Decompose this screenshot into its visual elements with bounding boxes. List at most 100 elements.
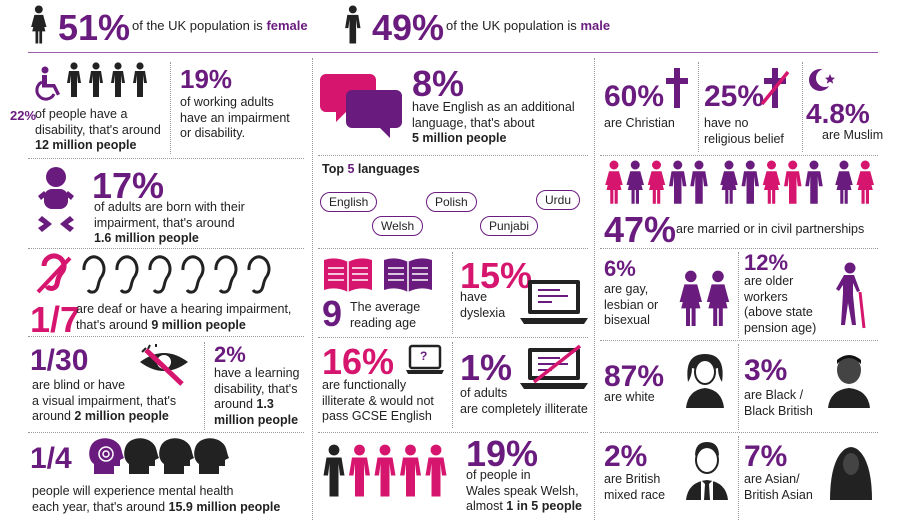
language-bubble-polish: Polish	[426, 192, 477, 212]
people-icons	[67, 62, 147, 97]
asian-pct: 7%	[744, 440, 788, 473]
muslim-label: are Muslim	[822, 128, 884, 142]
female-text: of the UK population is	[132, 18, 263, 33]
dis22-pct: 22%	[10, 108, 37, 123]
dyslexia-line2: dyslexia	[460, 305, 506, 320]
eye-crossed-icon	[140, 344, 188, 386]
asian-line2: British Asian	[744, 487, 813, 502]
welsh-people-icons	[323, 444, 447, 497]
illit1-line2: are completely illiterate	[460, 401, 588, 416]
wheelchair-icon	[35, 66, 60, 101]
two-women-icon	[679, 270, 730, 326]
welsh-line1: of people in	[466, 468, 531, 482]
asian-woman-icon	[830, 447, 872, 500]
married-pct: 47%	[604, 209, 677, 250]
dyslexia-line1: have	[460, 290, 488, 304]
dis22-line2: disability, that's around	[35, 122, 161, 137]
welsh-line2: Wales speak Welsh,	[466, 483, 579, 498]
dis19-pct: 19%	[180, 64, 233, 94]
dis22-line3: 12 million people	[35, 138, 137, 153]
deaf-pct: 1/7	[30, 299, 81, 340]
male-text: of the UK population is	[446, 18, 577, 33]
question-mark: ?	[420, 349, 428, 363]
eal-pct: 8%	[412, 63, 465, 104]
eal-line3: 5 million people	[412, 131, 507, 146]
reading-line2: reading age	[350, 315, 417, 330]
eal-line2: language, that's about	[412, 115, 535, 130]
hearing-impaired-icon	[36, 253, 72, 294]
question-laptop-icon	[406, 344, 444, 374]
blind-line1: are blind or have	[32, 378, 126, 392]
white-pct: 87%	[604, 360, 665, 393]
older-pct: 12%	[744, 250, 789, 275]
learn-pct: 2%	[214, 342, 246, 367]
cross-crossed-icon	[760, 68, 790, 108]
reading-line1: The average	[350, 300, 421, 314]
born-pct: 17%	[92, 165, 165, 206]
welsh-pct: 19%	[466, 433, 539, 474]
mental-count: 15.9 million people	[168, 499, 281, 514]
learn-line2: disability, that's	[214, 381, 298, 396]
black-pct: 3%	[744, 354, 788, 387]
mental-line1: people will experience mental health	[32, 484, 234, 498]
born-line2: impairment, that's around	[94, 215, 235, 230]
blind-line2: a visual impairment, that's	[32, 393, 177, 408]
learn-line4: million people	[214, 412, 299, 427]
born-line3: 1.6 million people	[94, 231, 199, 246]
eal-line1: have English as an additional	[412, 100, 575, 114]
ear-icons	[82, 255, 271, 294]
male-pct: 49%	[372, 7, 445, 48]
elderly-person-icon	[836, 262, 866, 329]
laptop-icon	[520, 280, 588, 324]
female-icon	[31, 5, 47, 44]
christian-pct: 60%	[604, 80, 665, 113]
asian-line1: are Asian/	[744, 472, 800, 486]
blind-count: 2 million people	[74, 409, 169, 424]
female-word: female	[266, 18, 308, 33]
top-languages-heading: Top 5 languages	[322, 162, 420, 176]
male-icon	[345, 5, 361, 44]
gay-line2: lesbian or	[604, 297, 659, 312]
col-divider-1	[312, 58, 313, 520]
illit16-line3: pass GCSE English	[322, 409, 432, 424]
white-label: are white	[604, 390, 655, 404]
deaf-line1: are deaf or have a hearing impairment,	[76, 302, 292, 316]
top-divider	[28, 52, 878, 53]
mixed-pct: 2%	[604, 440, 648, 473]
deaf-count: 9 million people	[151, 317, 246, 332]
christian-label: are Christian	[604, 116, 675, 130]
dis19-line3: or disability.	[180, 126, 246, 141]
illit16-line1: are functionally	[322, 378, 407, 392]
reading-age-number: 9	[322, 293, 343, 334]
black-line2: Black British	[744, 403, 813, 418]
dis19-line1: of working adults	[180, 95, 274, 109]
speech-bubbles-icon	[320, 74, 402, 138]
black-line1: are Black /	[744, 388, 804, 402]
illit1-line1: of adults	[460, 386, 508, 400]
laptop-crossed-icon	[520, 344, 588, 389]
white-woman-icon	[686, 354, 724, 408]
learn-line1: have a learning	[214, 366, 300, 380]
born-line1: of adults are born with their	[94, 200, 245, 214]
language-bubble-punjabi: Punjabi	[480, 216, 539, 236]
black-man-icon	[828, 355, 870, 408]
welsh-ratio: 1 in 5 people	[506, 499, 583, 514]
books-icon	[324, 258, 432, 292]
language-bubble-welsh: Welsh	[372, 216, 424, 236]
older-line2: workers	[744, 289, 788, 304]
illit16-line2: illiterate & would not	[322, 393, 434, 408]
illit1-pct: 1%	[460, 347, 513, 388]
head-icons	[89, 438, 229, 474]
older-line4: pension age)	[744, 320, 817, 335]
female-pct: 51%	[58, 7, 131, 48]
gay-line3: bisexual	[604, 313, 650, 328]
mixed-race-man-icon	[686, 442, 728, 500]
blind-pct: 1/30	[30, 344, 89, 377]
dyslexia-pct: 15%	[460, 255, 533, 296]
dis22-line1: of people have a	[35, 107, 128, 121]
married-label: are married or in civil partnerships	[676, 222, 865, 236]
cross-icon	[666, 68, 688, 108]
mixed-line2: mixed race	[604, 487, 666, 502]
older-line1: are older	[744, 274, 794, 288]
